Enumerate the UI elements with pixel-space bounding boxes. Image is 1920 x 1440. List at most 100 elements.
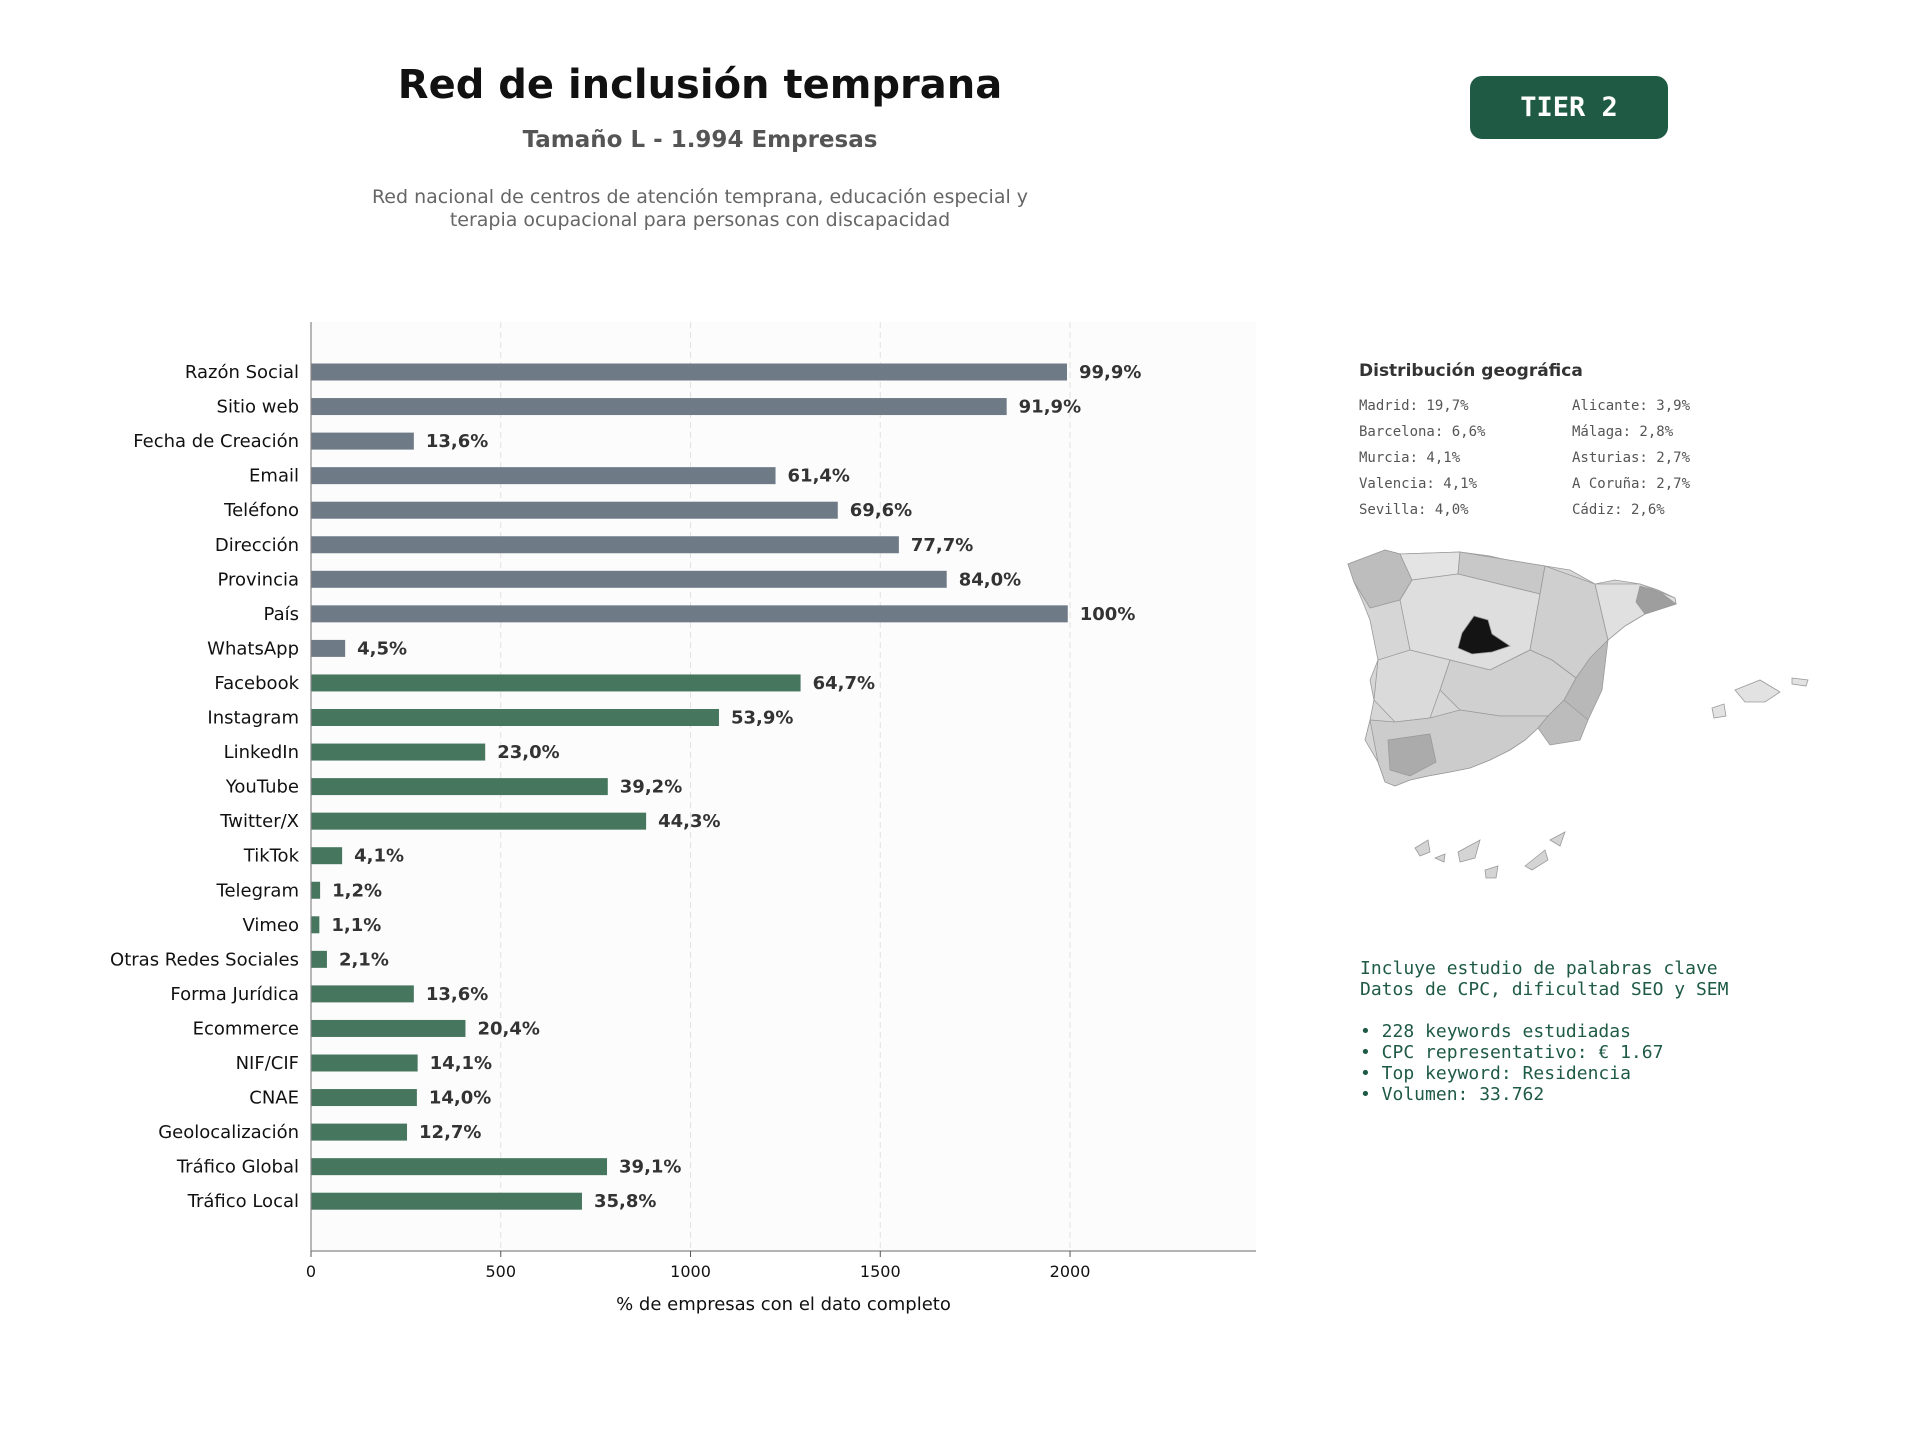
- bar: [311, 570, 947, 588]
- category-label: TikTok: [243, 846, 300, 867]
- geo-item: Murcia: 4,1%: [1359, 450, 1461, 466]
- keywords-bullet: • 228 keywords estudiadas: [1360, 1021, 1631, 1042]
- bar: [311, 432, 414, 450]
- bar: [311, 1158, 608, 1176]
- category-label: Razón Social: [185, 362, 299, 383]
- data-label: 35,8%: [594, 1191, 656, 1212]
- data-label: 1,1%: [331, 915, 381, 936]
- geo-item: Alicante: 3,9%: [1572, 398, 1691, 414]
- data-label: 99,9%: [1079, 362, 1141, 383]
- x-axis-label: % de empresas con el dato completo: [616, 1294, 951, 1315]
- data-label: 12,7%: [419, 1122, 481, 1143]
- bar: [311, 778, 608, 796]
- data-label: 13,6%: [426, 984, 488, 1005]
- page-description: Red nacional de centros de atención temp…: [200, 186, 1200, 232]
- geo-item: Asturias: 2,7%: [1572, 450, 1691, 466]
- madrid-province: [1457, 615, 1511, 655]
- category-label: Geolocalización: [158, 1122, 299, 1143]
- castilla-la-mancha-region: [1439, 649, 1577, 717]
- x-tick-label: 2000: [1050, 1262, 1091, 1281]
- bar: [311, 881, 321, 899]
- x-tick-label: 500: [485, 1262, 516, 1281]
- category-label: Facebook: [214, 673, 299, 694]
- category-label: Email: [249, 466, 299, 487]
- data-label: 23,0%: [497, 742, 559, 763]
- bar: [311, 950, 327, 968]
- geo-item: Madrid: 19,7%: [1359, 398, 1469, 414]
- bar: [311, 743, 486, 761]
- category-label: Dirección: [215, 535, 299, 556]
- tier-badge: TIER 2: [1470, 76, 1668, 139]
- data-label: 53,9%: [731, 708, 793, 729]
- data-label: 14,0%: [429, 1088, 491, 1109]
- bar: [311, 536, 899, 554]
- bar: [311, 847, 343, 865]
- bar: [311, 1054, 418, 1072]
- keywords-block: Incluye estudio de palabras clave Datos d…: [1360, 958, 1728, 1105]
- page-title: Red de inclusión temprana: [397, 62, 1003, 108]
- geo-item: Málaga: 2,8%: [1572, 424, 1674, 440]
- data-label: 84,0%: [959, 569, 1021, 590]
- data-label: 20,4%: [477, 1018, 539, 1039]
- data-label: 39,2%: [620, 777, 682, 798]
- bar: [311, 1019, 466, 1037]
- barcelona-province: [1635, 585, 1677, 615]
- category-label: Fecha de Creación: [133, 431, 299, 452]
- category-label: CNAE: [249, 1088, 299, 1109]
- data-label: 1,2%: [332, 880, 382, 901]
- category-label: Vimeo: [242, 915, 299, 936]
- category-label: Otras Redes Sociales: [110, 949, 299, 970]
- menorca-island: [1791, 677, 1809, 687]
- geo-item: Sevilla: 4,0%: [1359, 502, 1469, 518]
- bar: [311, 709, 719, 726]
- data-label: 13,6%: [426, 431, 488, 452]
- category-label: Forma Jurídica: [170, 984, 299, 1005]
- keywords-line-1: Incluye estudio de palabras clave: [1360, 958, 1718, 979]
- category-label: Ecommerce: [193, 1018, 299, 1039]
- bar: [311, 1123, 408, 1141]
- category-label: NIF/CIF: [236, 1053, 299, 1074]
- data-label: 69,6%: [850, 500, 912, 521]
- bar: [311, 363, 1067, 381]
- category-label: LinkedIn: [224, 742, 299, 763]
- data-label: 100%: [1080, 604, 1136, 625]
- page-subtitle: Tamaño L - 1.994 Empresas: [522, 127, 878, 153]
- data-label: 44,3%: [658, 811, 720, 832]
- bar: [311, 1089, 417, 1107]
- data-label: 2,1%: [339, 949, 389, 970]
- bar: [311, 605, 1068, 623]
- data-label: 77,7%: [911, 535, 973, 556]
- canary-islands: [1414, 831, 1566, 879]
- geo-item: A Coruña: 2,7%: [1572, 476, 1691, 492]
- sevilla-province: [1387, 733, 1437, 777]
- category-label: YouTube: [225, 777, 299, 798]
- category-label: Tráfico Global: [176, 1157, 299, 1178]
- geo-title: Distribución geográfica: [1359, 361, 1583, 381]
- x-tick-label: 1000: [670, 1262, 711, 1281]
- x-tick-label: 1500: [860, 1262, 901, 1281]
- category-label: WhatsApp: [207, 638, 299, 659]
- balearic-islands: [1734, 679, 1781, 703]
- description-line-1: Red nacional de centros de atención temp…: [371, 186, 1029, 208]
- keywords-spacer: ​: [1360, 1000, 1728, 1021]
- data-label: 4,1%: [354, 846, 404, 867]
- data-label: 64,7%: [813, 673, 875, 694]
- geo-item: Cádiz: 2,6%: [1572, 502, 1665, 518]
- geo-item: Valencia: 4,1%: [1359, 476, 1478, 492]
- keywords-line-2: Datos de CPC, dificultad SEO y SEM: [1360, 979, 1729, 1000]
- category-label: Provincia: [217, 569, 299, 590]
- bar: [311, 639, 346, 657]
- data-label: 91,9%: [1019, 397, 1081, 418]
- bar: [311, 1192, 582, 1210]
- bar: [311, 985, 414, 1003]
- category-label: Sitio web: [217, 397, 299, 418]
- bar: [311, 812, 647, 830]
- x-tick-label: 0: [306, 1262, 316, 1281]
- spain-map: [1347, 549, 1809, 879]
- category-label: País: [264, 604, 299, 625]
- keywords-bullet: • CPC representativo: € 1.67: [1360, 1042, 1664, 1063]
- data-label: 61,4%: [788, 466, 850, 487]
- geo-item: Barcelona: 6,6%: [1359, 424, 1486, 440]
